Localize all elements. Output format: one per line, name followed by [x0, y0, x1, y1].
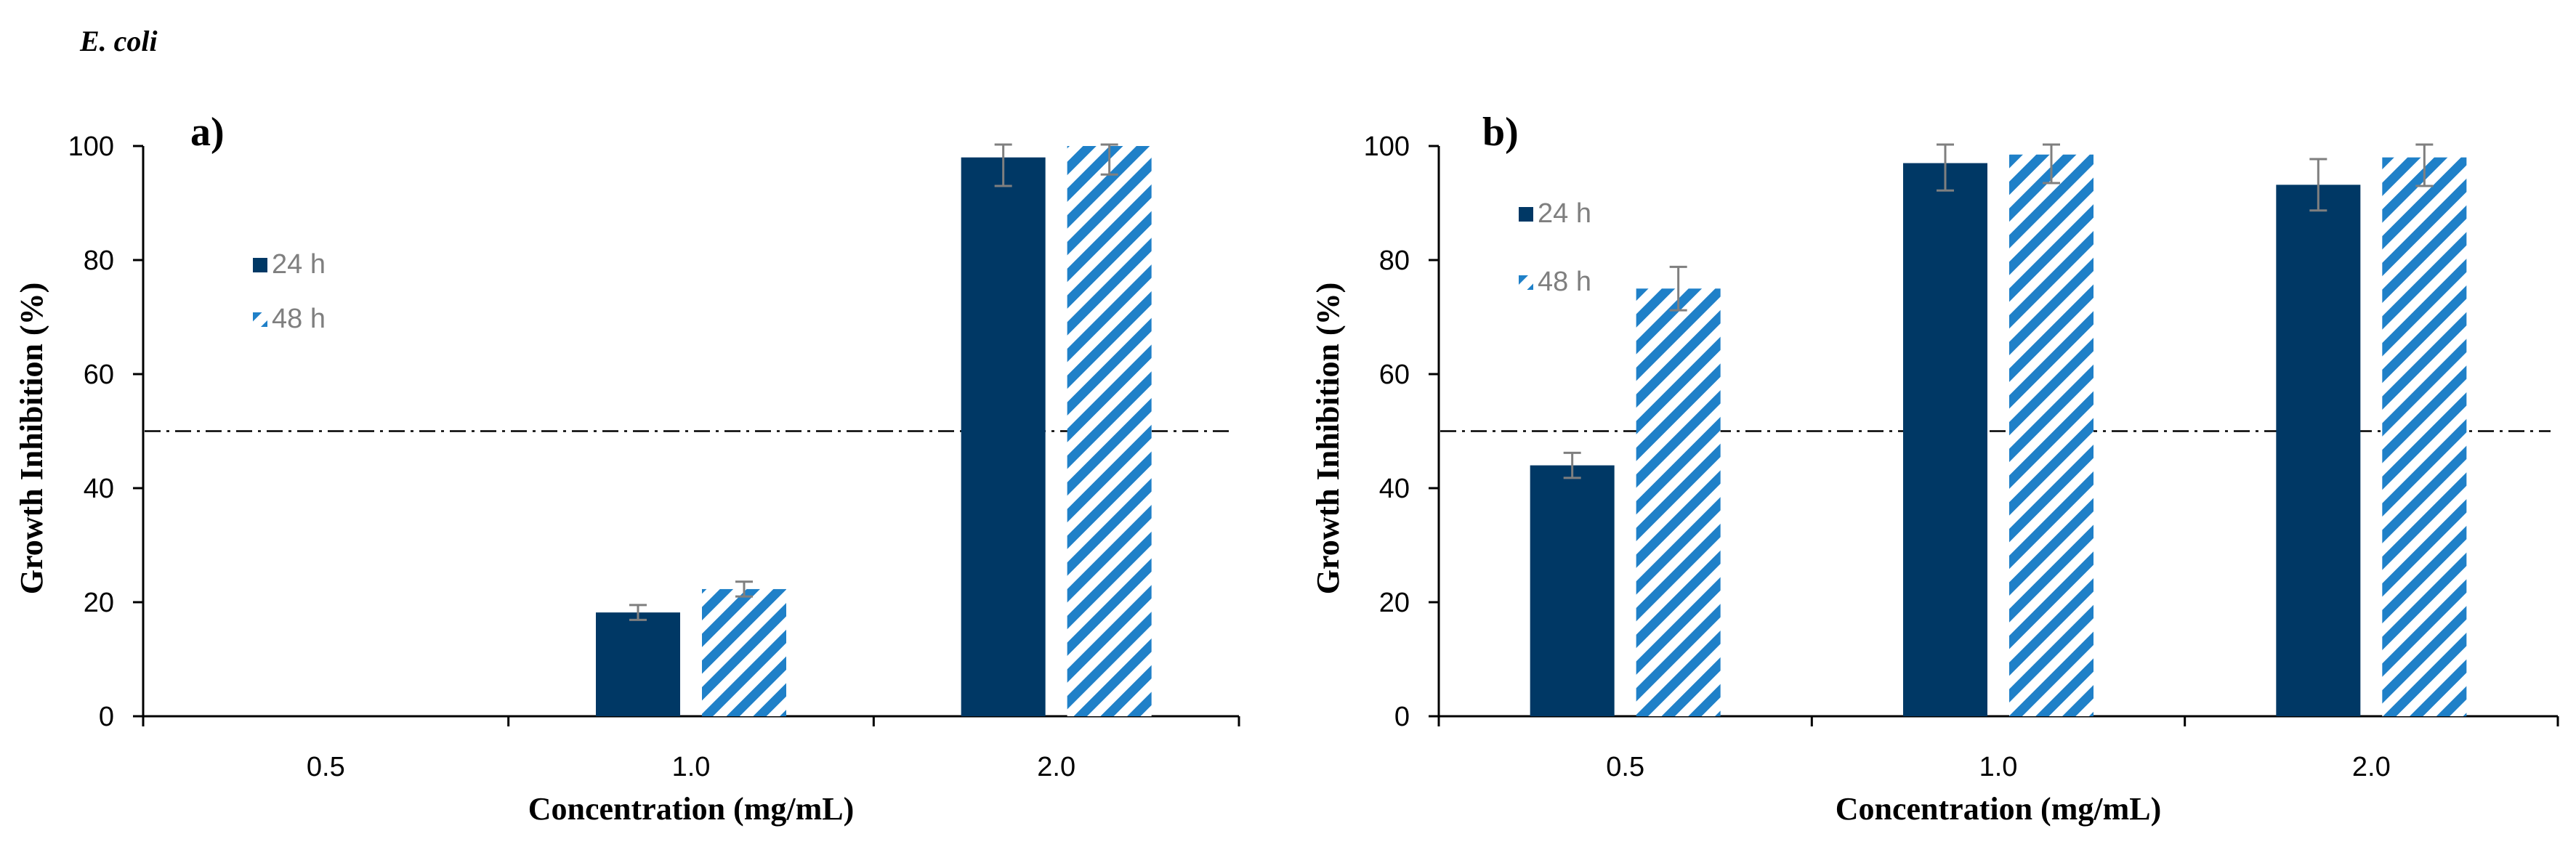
bar-24h [596, 612, 680, 716]
y-tick-label: 100 [1364, 131, 1410, 162]
x-tick-label: 1.0 [672, 752, 711, 782]
x-tick-label: 2.0 [1037, 752, 1075, 782]
y-tick-label: 80 [84, 246, 114, 276]
y-tick-label: 20 [84, 588, 114, 618]
legend-label-48h: 48 h [1538, 267, 1591, 297]
y-tick-label: 80 [1379, 246, 1410, 276]
y-axis-title: Growth Inhibition (%) [14, 283, 49, 595]
x-tick-label: 0.5 [1606, 752, 1644, 782]
y-tick-label: 60 [1379, 360, 1410, 390]
y-tick-label: 60 [84, 360, 114, 390]
x-axis-title: Concentration (mg/mL) [1836, 791, 2162, 827]
figure-title: E. coli [79, 25, 158, 57]
y-tick-label: 100 [68, 131, 114, 162]
legend-label-24h: 24 h [1538, 198, 1591, 229]
panel-a: a) 0 20 40 60 80 100 0.5 1.0 2.0 Concentration (mg… [14, 110, 1240, 827]
legend-swatch-48h [1519, 275, 1533, 290]
bar-24h [2276, 185, 2361, 716]
bar-48h [1636, 288, 1721, 716]
bar-24h [961, 157, 1046, 716]
y-tick-label: 40 [84, 474, 114, 504]
y-tick-label: 0 [99, 702, 114, 732]
bar-24h [1903, 163, 1987, 717]
bar-48h [2009, 154, 2093, 716]
bar-48h [2382, 157, 2467, 716]
y-tick-label: 20 [1379, 588, 1410, 618]
panel-label: a) [190, 110, 225, 155]
bar-48h [702, 588, 786, 716]
panel-b: b) 0 20 40 60 80 100 0.5 1.0 2.0 Concentration (mg… [1310, 110, 2559, 827]
x-tick-label: 2.0 [2352, 752, 2391, 782]
legend-swatch-24h [253, 258, 267, 272]
panel-label: b) [1482, 110, 1519, 155]
y-axis-title: Growth Inhibition (%) [1310, 283, 1346, 595]
y-tick-label: 0 [1394, 702, 1410, 732]
bar-48h [1067, 146, 1152, 716]
y-tick-label: 40 [1379, 474, 1410, 504]
legend-swatch-24h [1519, 207, 1533, 222]
bar-24h [1530, 465, 1615, 716]
legend-swatch-48h [253, 312, 267, 327]
legend-label-24h: 24 h [272, 249, 326, 280]
x-tick-label: 0.5 [307, 752, 345, 782]
x-tick-label: 1.0 [1979, 752, 2018, 782]
x-axis-title: Concentration (mg/mL) [528, 791, 855, 827]
legend-label-48h: 48 h [272, 304, 326, 334]
